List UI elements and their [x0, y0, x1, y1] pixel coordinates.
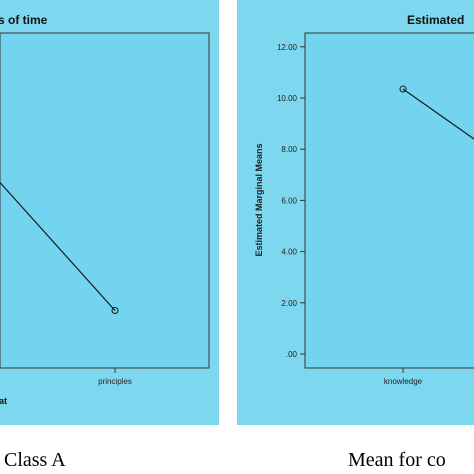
- right-chart-title: Estimated: [407, 13, 464, 27]
- right-y-tick-label: 4.00: [281, 248, 297, 257]
- right-x-tick-label-knowledge: knowledge: [384, 377, 423, 386]
- left-chart-title: s of time: [0, 13, 48, 27]
- left-plot-area: [0, 32, 210, 369]
- right-y-tick-label: 2.00: [281, 299, 297, 308]
- right-y-tick-label: .00: [286, 350, 298, 359]
- left-legend-fragment: at: [0, 396, 7, 406]
- right-chart-panel: Estimated Estimated Marginal Means .00 2.…: [237, 0, 474, 425]
- left-x-tick-label-principles: principles: [98, 377, 132, 386]
- right-y-tick-label: 10.00: [277, 94, 298, 103]
- right-series-line: [402, 88, 474, 140]
- left-chart-panel: s of time principles at: [0, 0, 219, 425]
- right-y-tick-label: 8.00: [281, 145, 297, 154]
- right-caption: Mean for co: [348, 449, 446, 471]
- right-y-tick-label: 6.00: [281, 196, 297, 205]
- right-y-axis-label: Estimated Marginal Means: [254, 143, 264, 256]
- right-y-ticks: .00 2.00 4.00 6.00 8.00 10.00 12.00: [277, 43, 305, 359]
- right-plot-area: [304, 32, 474, 369]
- left-data-point-principles: [111, 306, 119, 314]
- right-data-point-knowledge: [399, 85, 407, 93]
- left-series-line: [0, 182, 116, 311]
- right-y-tick-label: 12.00: [277, 43, 298, 52]
- left-caption: , Class A: [0, 449, 66, 471]
